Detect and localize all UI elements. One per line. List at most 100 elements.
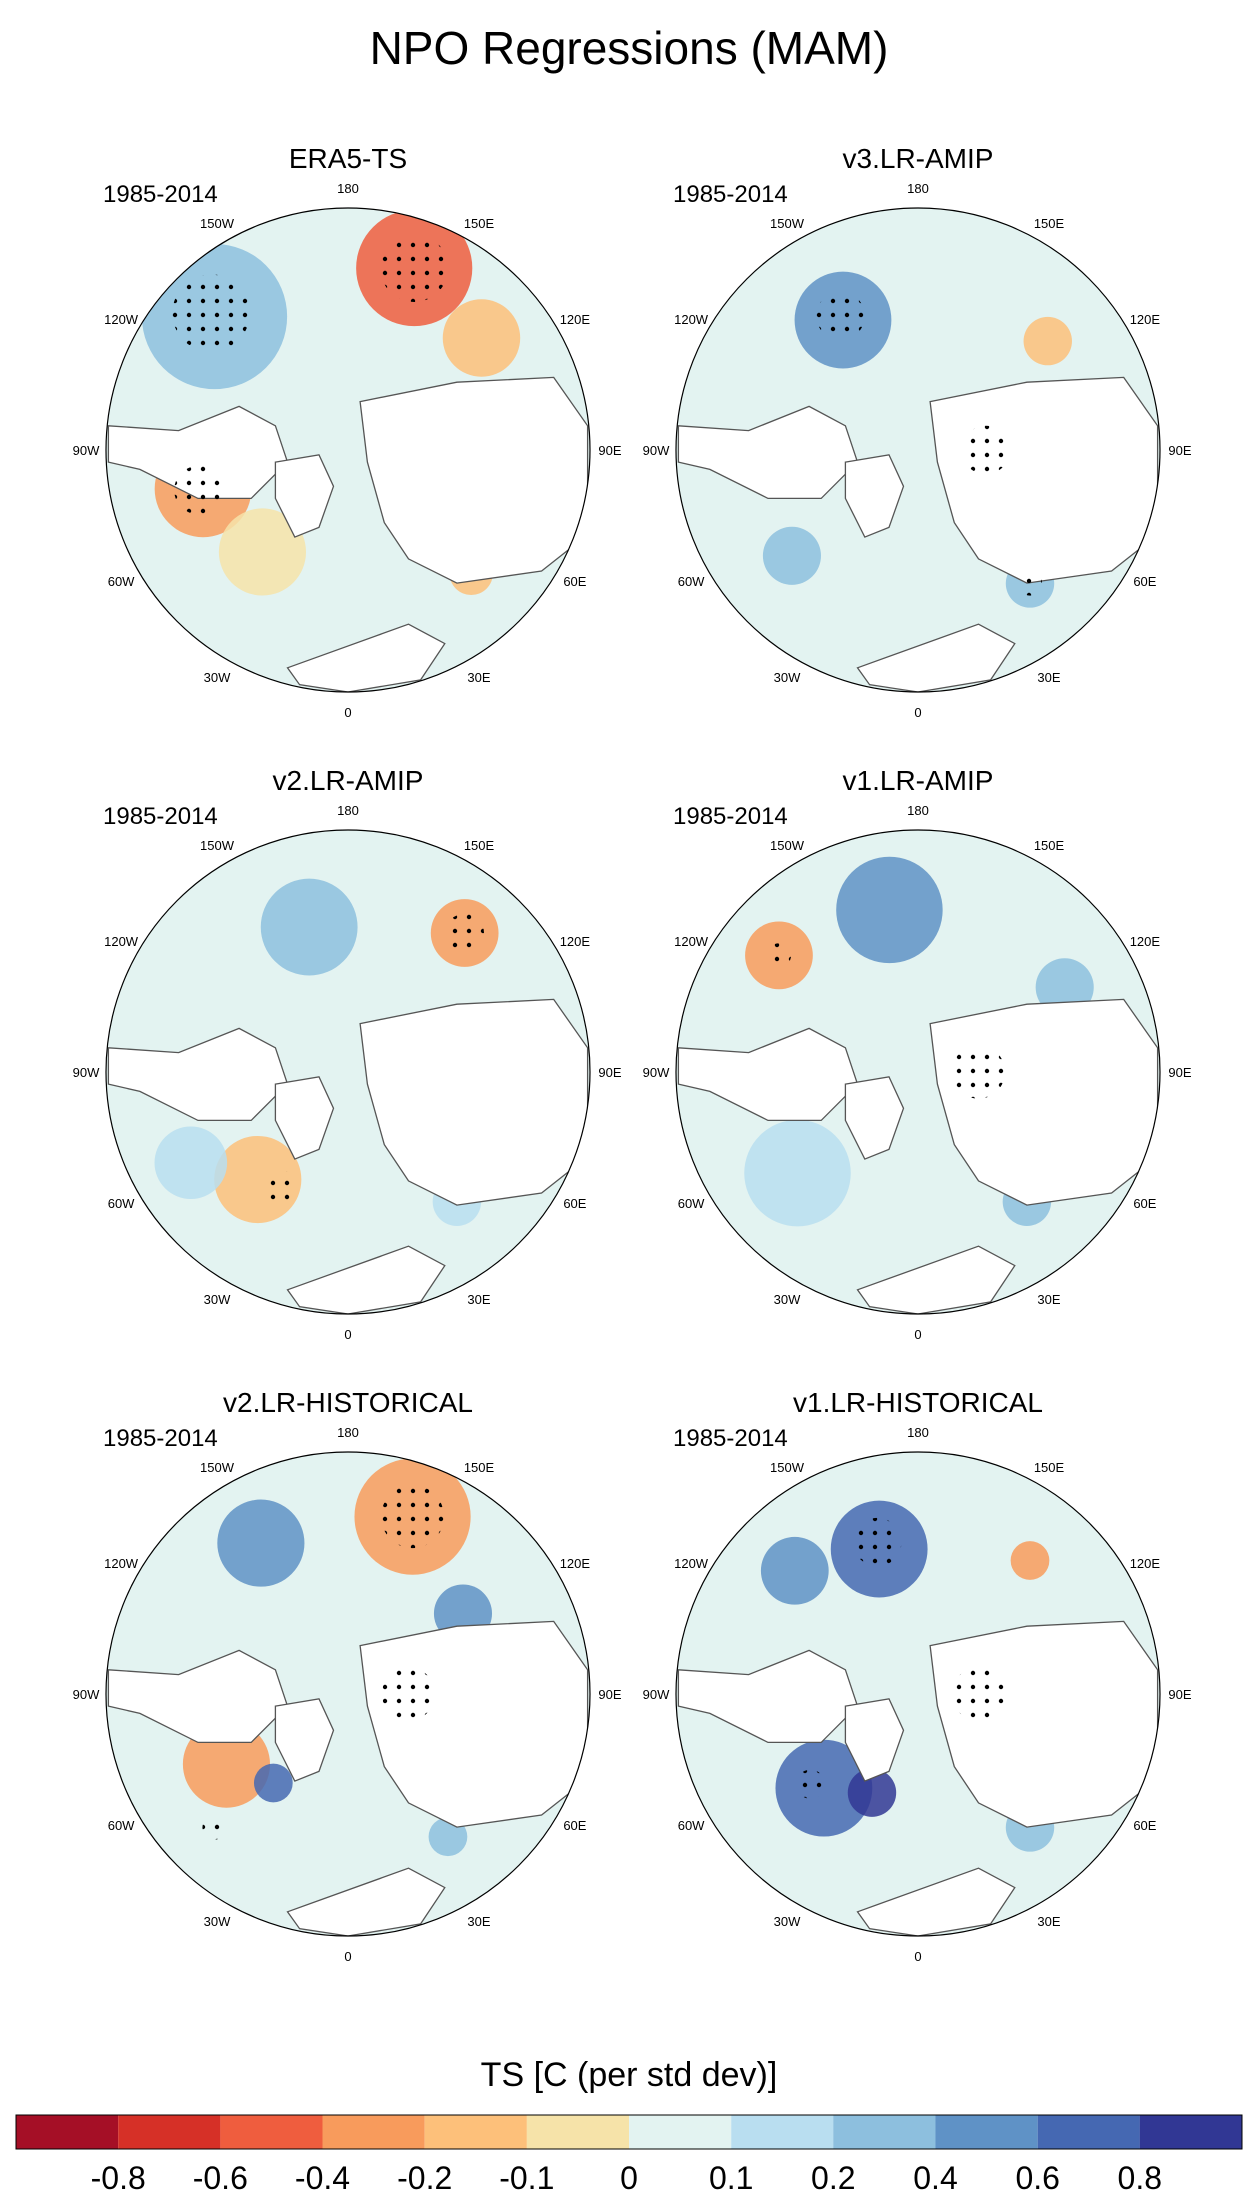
field-layer (677, 271, 1159, 692)
colorbar-tick-label: 0.2 (811, 2160, 855, 2196)
land-mask (359, 998, 589, 1206)
colorbar-swatch (526, 2115, 629, 2149)
lon-label: 30W (204, 670, 231, 685)
colorbar-swatch (322, 2115, 425, 2149)
lon-label: 150W (770, 838, 805, 853)
colorbar-swatch (731, 2115, 834, 2149)
land-mask (677, 405, 859, 500)
lon-label: 120E (1130, 934, 1161, 949)
colorbar-swatch (833, 2115, 936, 2149)
lon-label: 30E (1037, 670, 1060, 685)
lon-label: 120W (674, 1556, 709, 1571)
anomaly-blob (253, 1763, 293, 1803)
anomaly-blob (744, 1119, 851, 1227)
significance-stipple (172, 274, 250, 352)
lon-label: 120W (104, 934, 139, 949)
panel-title: ERA5-TS (289, 143, 407, 174)
lon-label: 60E (563, 1818, 586, 1833)
lon-label: 150E (1034, 216, 1065, 231)
lon-label: 120E (560, 1556, 591, 1571)
panel-title: v2.LR-HISTORICAL (223, 1387, 473, 1418)
anomaly-blob (442, 299, 521, 377)
map-border (675, 829, 1161, 1315)
panel-period: 1985-2014 (103, 803, 218, 830)
field-layer (107, 878, 589, 1314)
significance-stipple (766, 943, 792, 968)
colorbar-frame (15, 2114, 1243, 2150)
map-border (105, 829, 591, 1315)
lon-label: 60E (563, 574, 586, 589)
significance-stipple (951, 1667, 1006, 1721)
anomaly-blob (1010, 1541, 1050, 1580)
colorbar-swatch (1139, 2115, 1242, 2149)
lon-label: 60W (108, 574, 135, 589)
lon-label: 150E (1034, 1460, 1065, 1475)
map-panel: 180 150E 120E 90E 60E 30E 0 30W 60W 90W 120W 150W v2… (73, 765, 622, 1342)
lon-label: 180 (337, 803, 359, 818)
lon-label: 90W (73, 1687, 100, 1702)
lon-label: 60W (108, 1196, 135, 1211)
lon-label: 60E (1133, 1196, 1156, 1211)
colorbar-swatch (16, 2115, 119, 2149)
anomaly-blob (762, 526, 821, 585)
lon-label: 60E (1133, 574, 1156, 589)
significance-stipple (1017, 571, 1043, 596)
land-mask (844, 1076, 905, 1160)
anomaly-blob (1023, 316, 1072, 366)
colorbar-swatch (220, 2115, 323, 2149)
land-mask (856, 623, 1016, 692)
map-panel: 180 150E 120E 90E 60E 30E 0 30W 60W 90W 120W 150W v2… (73, 1387, 622, 1964)
colorbar-swatch (629, 2115, 732, 2149)
anomaly-blob (260, 878, 358, 976)
significance-stipple (853, 1517, 902, 1567)
colorbar-swatch (1037, 2115, 1140, 2149)
significance-stipple (174, 465, 223, 515)
land-mask (107, 1649, 289, 1744)
field-layer (677, 856, 1159, 1314)
lon-label: 180 (907, 1425, 929, 1440)
panel-title: v1.LR-AMIP (843, 765, 994, 796)
lon-label: 90E (1168, 443, 1191, 458)
panel-period: 1985-2014 (673, 1425, 788, 1452)
land-mask (274, 454, 335, 538)
lon-label: 90W (73, 443, 100, 458)
lon-label: 90W (73, 1065, 100, 1080)
lon-label: 90E (598, 1065, 621, 1080)
panels-group: 180 150E 120E 90E 60E 30E 0 30W 60W 90W 120W 150W ER… (73, 143, 1192, 1964)
significance-stipple (202, 1815, 227, 1840)
lon-label: 150W (200, 216, 235, 231)
significance-stipple (380, 234, 449, 302)
colorbar-title: TS [C (per std dev)] (481, 2056, 778, 2094)
map-panel: 180 150E 120E 90E 60E 30E 0 30W 60W 90W 120W 150W v3… (643, 143, 1192, 720)
lon-label: 150W (200, 838, 235, 853)
land-mask (107, 1027, 289, 1122)
map-border (105, 1451, 591, 1937)
lon-label: 120E (560, 312, 591, 327)
lon-label: 120E (1130, 312, 1161, 327)
lon-label: 60E (1133, 1818, 1156, 1833)
panel-period: 1985-2014 (673, 181, 788, 208)
lon-label: 30E (467, 670, 490, 685)
lon-label: 60E (563, 1196, 586, 1211)
lon-label: 30W (774, 1914, 801, 1929)
colorbar-swatch (424, 2115, 527, 2149)
field-layer (677, 1500, 1159, 1936)
significance-stipple (381, 1485, 445, 1549)
lon-label: 30W (774, 670, 801, 685)
land-mask (286, 1867, 446, 1936)
panel-period: 1985-2014 (103, 181, 218, 208)
anomaly-blob (154, 1126, 228, 1200)
lon-label: 30W (204, 1292, 231, 1307)
lon-label: 120W (674, 312, 709, 327)
land-mask (856, 1867, 1016, 1936)
colorbar-tick-label: -0.6 (193, 2160, 248, 2196)
lon-label: 0 (914, 705, 921, 720)
lon-label: 120W (104, 1556, 139, 1571)
lon-label: 30E (467, 1914, 490, 1929)
land-mask (844, 1698, 905, 1782)
lon-label: 60W (678, 1818, 705, 1833)
lon-label: 120W (104, 312, 139, 327)
land-mask (107, 405, 289, 500)
map-panel: 180 150E 120E 90E 60E 30E 0 30W 60W 90W 120W 150W v1… (643, 1387, 1192, 1964)
